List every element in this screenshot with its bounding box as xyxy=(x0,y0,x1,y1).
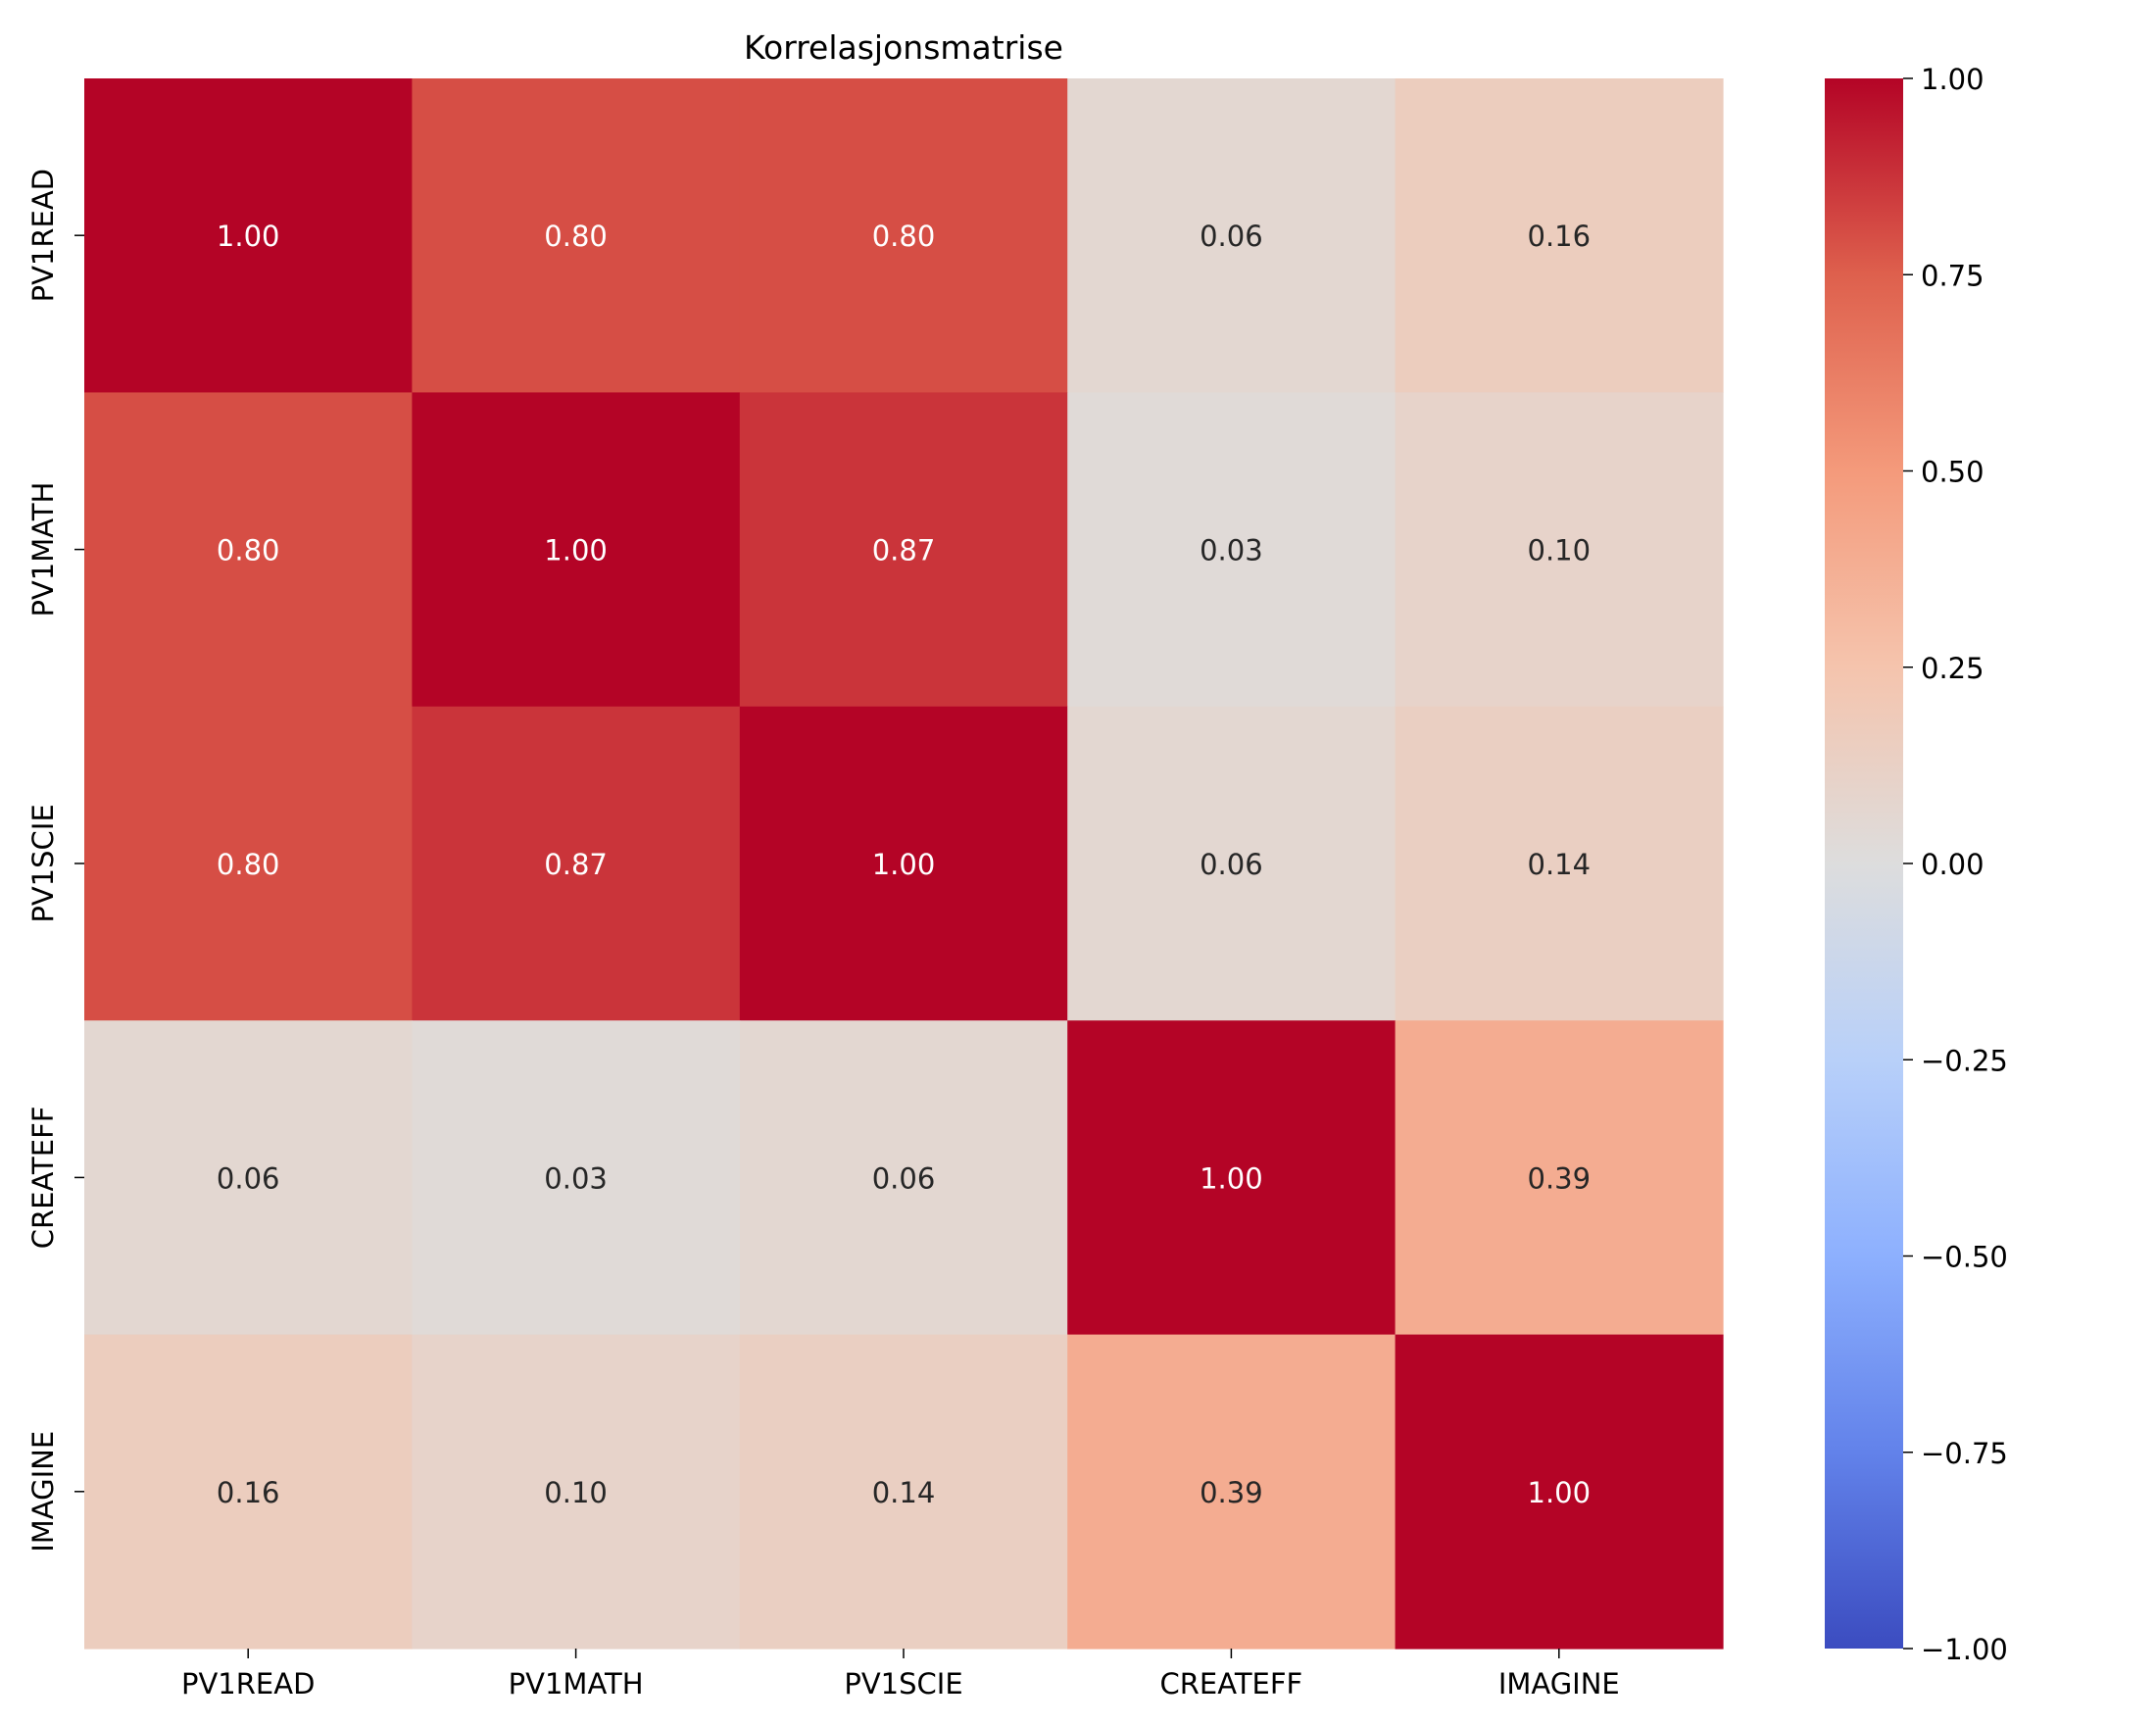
cell-value-label: 0.80 xyxy=(872,220,936,253)
heatmap-cell-1-0 xyxy=(84,392,413,708)
colorbar-tick-label: 1.00 xyxy=(1921,63,1984,96)
cell-value-label: 0.80 xyxy=(217,848,280,881)
heatmap-cell-1-1 xyxy=(412,392,741,708)
heatmap-cell-3-2 xyxy=(739,1020,1068,1336)
cell-value-label: 0.14 xyxy=(1528,848,1592,881)
cell-value-label: 0.14 xyxy=(872,1476,936,1509)
x-tick-label: CREATEFF xyxy=(1160,1667,1303,1700)
cell-value-label: 0.10 xyxy=(1528,534,1592,567)
heatmap-cell-4-1 xyxy=(412,1334,741,1650)
heatmap-cell-2-2 xyxy=(739,706,1068,1021)
cell-value-label: 0.10 xyxy=(544,1476,608,1509)
heatmap-cell-3-3 xyxy=(1067,1020,1396,1336)
chart-title: Korrelasjonsmatrise xyxy=(744,28,1063,67)
colorbar-tick-label: −0.75 xyxy=(1921,1437,2008,1470)
cell-value-label: 1.00 xyxy=(1200,1161,1263,1195)
x-tick-label: IMAGINE xyxy=(1498,1667,1620,1700)
heatmap-cell-4-3 xyxy=(1067,1334,1396,1650)
cell-value-label: 0.06 xyxy=(872,1161,936,1195)
x-tick-label: PV1READ xyxy=(181,1667,315,1700)
cell-value-label: 0.16 xyxy=(217,1476,280,1509)
y-tick-label: CREATEFF xyxy=(26,1107,60,1250)
heatmap-cell-4-4 xyxy=(1395,1334,1724,1650)
heatmap-cell-1-2 xyxy=(739,392,1068,708)
heatmap-cell-2-1 xyxy=(412,706,741,1021)
heatmap-cell-0-2 xyxy=(739,78,1068,393)
cell-value-label: 1.00 xyxy=(217,220,280,253)
heatmap-cell-3-1 xyxy=(412,1020,741,1336)
cell-value-label: 0.80 xyxy=(217,534,280,567)
colorbar-tick-label: −0.50 xyxy=(1921,1241,2008,1274)
heatmap-cell-2-0 xyxy=(84,706,413,1021)
colorbar-tick-label: 0.50 xyxy=(1921,456,1984,489)
heatmap-cell-1-3 xyxy=(1067,392,1396,708)
cell-value-label: 0.39 xyxy=(1528,1161,1592,1195)
heatmap-cells xyxy=(84,78,1724,1650)
heatmap-cell-0-1 xyxy=(412,78,741,393)
cell-value-label: 0.06 xyxy=(1200,848,1263,881)
cell-value-label: 1.00 xyxy=(872,848,936,881)
colorbar-tick-label: 0.00 xyxy=(1921,848,1984,881)
colorbar-tick-label: −0.25 xyxy=(1921,1044,2008,1077)
x-axis: PV1READ PV1MATH PV1SCIE CREATEFF IMAGINE xyxy=(181,1649,1620,1700)
cell-value-label: 0.80 xyxy=(544,220,608,253)
y-axis: PV1READ PV1MATH PV1SCIE CREATEFF IMAGINE xyxy=(26,169,84,1552)
colorbar: 1.00 0.75 0.50 0.25 0.00 −0.25 −0.50 −0.75 −1.00 xyxy=(1825,63,2008,1666)
y-tick-label: PV1MATH xyxy=(26,482,60,617)
heatmap-cell-3-0 xyxy=(84,1020,413,1336)
colorbar-tick-label: 0.75 xyxy=(1921,259,1984,292)
x-tick-label: PV1MATH xyxy=(509,1667,644,1700)
y-tick-label: PV1READ xyxy=(26,169,60,302)
cell-value-label: 0.39 xyxy=(1200,1476,1263,1509)
y-tick-label: PV1SCIE xyxy=(26,804,60,922)
cell-value-label: 0.06 xyxy=(217,1161,280,1195)
heatmap-cell-4-2 xyxy=(739,1334,1068,1650)
cell-value-label: 0.03 xyxy=(544,1161,608,1195)
heatmap-cell-0-3 xyxy=(1067,78,1396,393)
heatmap-cell-0-0 xyxy=(84,78,413,393)
cell-value-label: 1.00 xyxy=(544,534,608,567)
colorbar-tick-label: −1.00 xyxy=(1921,1633,2008,1666)
heatmap-cell-3-4 xyxy=(1395,1020,1724,1336)
heatmap-cell-1-4 xyxy=(1395,392,1724,708)
x-tick-label: PV1SCIE xyxy=(844,1667,962,1700)
heatmap-cell-0-4 xyxy=(1395,78,1724,393)
y-tick-label: IMAGINE xyxy=(26,1431,60,1552)
heatmap-cell-2-3 xyxy=(1067,706,1396,1021)
cell-value-label: 0.87 xyxy=(872,534,936,567)
cell-value-label: 0.87 xyxy=(544,848,608,881)
heatmap-value-labels: 1.00 0.80 0.80 0.06 0.16 0.80 1.00 0.87 0.03 0.10… xyxy=(217,220,1591,1509)
colorbar-tick-label: 0.25 xyxy=(1921,652,1984,685)
heatmap-cell-4-0 xyxy=(84,1334,413,1650)
colorbar-gradient xyxy=(1825,78,1903,1649)
cell-value-label: 0.06 xyxy=(1200,220,1263,253)
cell-value-label: 1.00 xyxy=(1528,1476,1592,1509)
cell-value-label: 0.16 xyxy=(1528,220,1592,253)
cell-value-label: 0.03 xyxy=(1200,534,1263,567)
heatmap-cell-2-4 xyxy=(1395,706,1724,1021)
